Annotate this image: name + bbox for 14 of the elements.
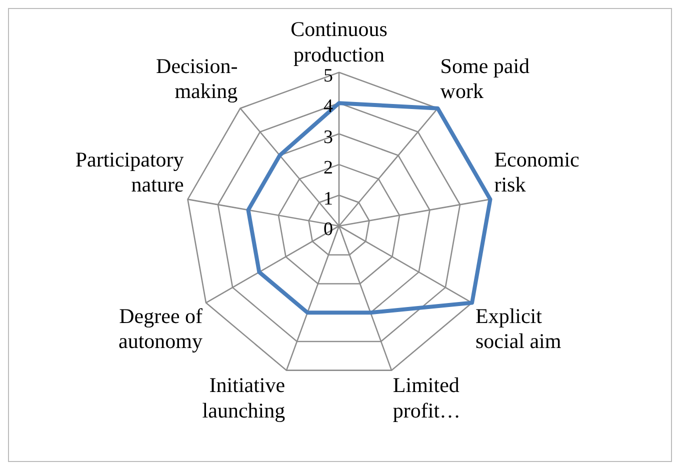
- y-tick-label: 3: [324, 126, 333, 148]
- spoke-label: Some paid work: [440, 54, 530, 104]
- spoke-label: Initiative launching: [202, 373, 286, 422]
- y-tick-label: 0: [324, 218, 333, 240]
- spoke-label: Economic risk: [494, 147, 580, 197]
- spoke-label: Explicit social aim: [475, 304, 562, 354]
- spoke-label: Limited profit…: [392, 373, 461, 422]
- spoke-label: Continuous production: [290, 17, 388, 66]
- spoke-label: Degree of autonomy: [118, 304, 204, 354]
- y-tick-label: 2: [324, 158, 333, 179]
- spoke-label: Participatory nature: [75, 147, 184, 197]
- y-tick-label: 1: [324, 188, 333, 210]
- y-tick-label: 5: [324, 65, 333, 86]
- spoke-label: Decision-making: [156, 54, 238, 104]
